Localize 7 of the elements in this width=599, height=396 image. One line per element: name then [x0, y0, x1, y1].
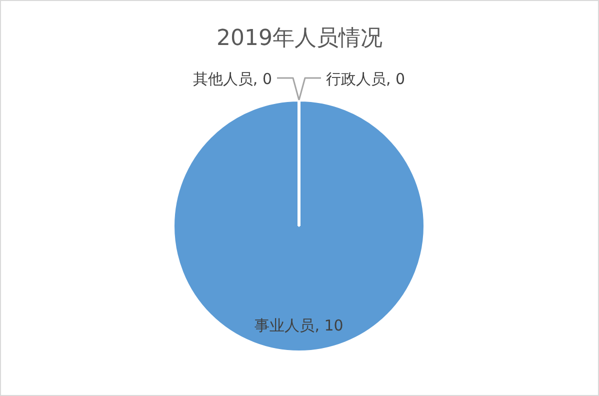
data-label: , 10 [314, 316, 344, 334]
text: , 0 [252, 70, 272, 88]
slice-label: 事业人员 [254, 316, 315, 334]
category-label: 其他人员 [192, 70, 253, 88]
text: , 0 [386, 70, 406, 88]
legend-label: 行政人员 [326, 70, 386, 88]
chart-title: 2019年人员情况 [216, 26, 382, 51]
